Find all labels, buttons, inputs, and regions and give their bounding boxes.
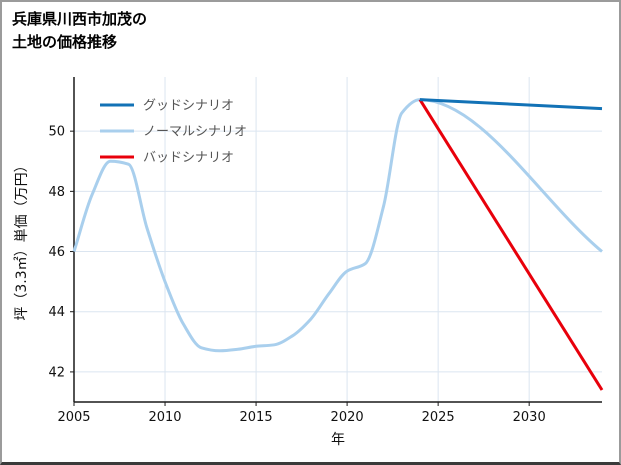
chart-title-line2: 土地の価格推移 xyxy=(12,32,118,51)
x-axis-label: 年 xyxy=(331,432,345,448)
x-tick-label: 2005 xyxy=(57,410,90,425)
x-tick-label: 2025 xyxy=(422,410,455,425)
legend-label: グッドシナリオ xyxy=(143,99,234,114)
x-tick-label: 2030 xyxy=(513,410,546,425)
chart-title-line1: 兵庫県川西市加茂の xyxy=(12,10,148,28)
x-tick-label: 2020 xyxy=(331,410,364,425)
chart-title: 兵庫県川西市加茂の 土地の価格推移 xyxy=(12,8,147,53)
gridlines xyxy=(73,77,602,402)
legend-item: バッドシナリオ xyxy=(100,151,234,166)
y-axis-label: 坪（3.3㎡）単価（万円） xyxy=(14,158,30,320)
good-scenario-line xyxy=(419,98,603,111)
legend-label: ノーマルシナリオ xyxy=(143,125,247,140)
y-tick-label: 48 xyxy=(48,185,65,200)
normal-scenario-line xyxy=(72,98,603,353)
legend-label: バッドシナリオ xyxy=(143,151,234,166)
x-tick-label: 2015 xyxy=(240,410,273,425)
y-tick-label: 42 xyxy=(48,365,65,380)
legend-item: グッドシナリオ xyxy=(100,99,234,114)
y-tick-label: 44 xyxy=(48,305,65,320)
y-tick-label: 46 xyxy=(48,245,65,260)
bad-scenario-line xyxy=(418,98,604,391)
legend-item: ノーマルシナリオ xyxy=(100,125,247,140)
y-tick-label: 50 xyxy=(48,125,65,140)
x-tick-label: 2010 xyxy=(148,410,181,425)
